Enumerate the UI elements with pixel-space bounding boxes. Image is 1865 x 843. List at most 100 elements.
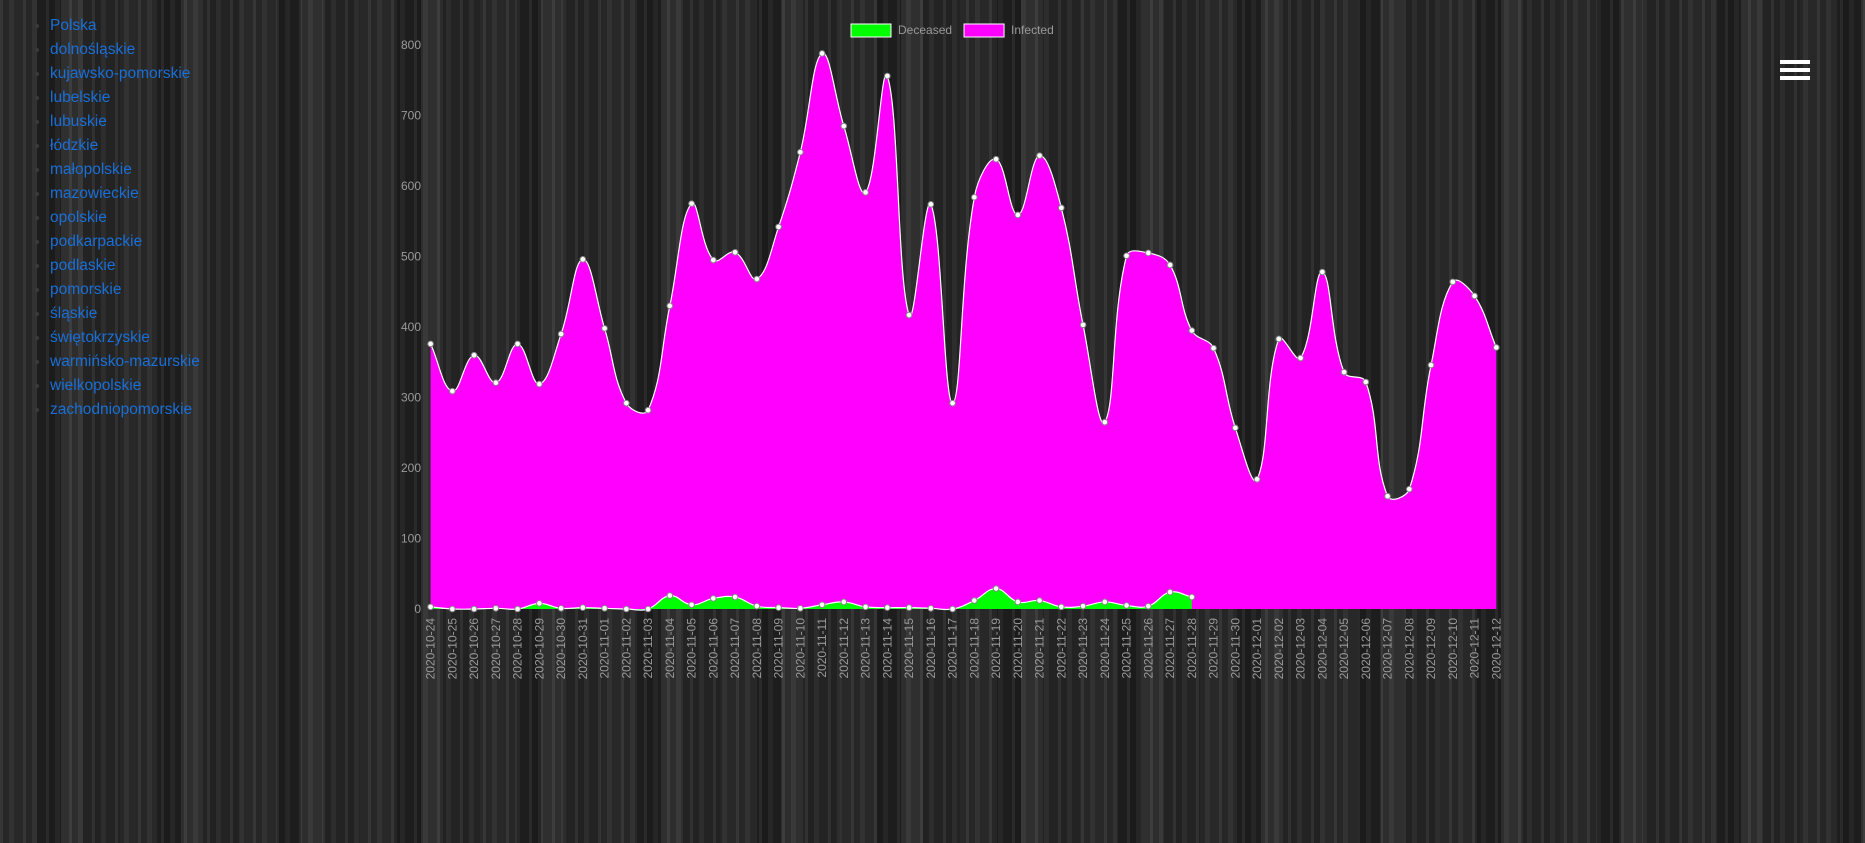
y-tick-label: 200: [401, 461, 421, 475]
region-link[interactable]: śląskie: [50, 305, 98, 322]
region-item: lubelskie: [50, 86, 200, 110]
data-point: [1471, 292, 1478, 300]
region-list: Polska dolnośląskie kujawsko-pomorskie lube…: [26, 14, 200, 422]
data-point: [753, 275, 761, 283]
region-link[interactable]: dolnośląskie: [50, 41, 136, 58]
x-tick-label: 2020-10-27: [489, 618, 503, 680]
data-point: [775, 223, 782, 231]
data-point: [710, 595, 717, 602]
data-point: [536, 380, 543, 388]
x-tick-label: 2020-11-12: [837, 618, 851, 679]
data-point: [1058, 603, 1065, 611]
data-point: [992, 155, 1000, 163]
x-tick-label: 2020-11-14: [880, 618, 894, 679]
data-point: [688, 601, 695, 609]
x-tick-label: 2020-12-05: [1337, 618, 1351, 680]
data-point: [1145, 249, 1152, 257]
region-link[interactable]: małopolskie: [50, 161, 132, 178]
data-point: [949, 605, 956, 613]
data-point: [470, 351, 478, 359]
data-point: [1406, 485, 1413, 493]
data-point: [862, 603, 869, 611]
region-item: mazowieckie: [50, 182, 200, 206]
region-link[interactable]: pomorskie: [50, 281, 122, 298]
data-point: [557, 330, 565, 338]
region-item: lubuskie: [50, 110, 200, 134]
data-point: [1145, 602, 1152, 610]
data-point: [1166, 261, 1174, 269]
x-tick-label: 2020-11-13: [859, 618, 873, 679]
x-tick-label: 2020-12-06: [1359, 618, 1373, 680]
region-link[interactable]: Polska: [50, 17, 97, 34]
y-tick-label: 500: [401, 250, 421, 264]
data-point: [449, 605, 456, 613]
data-point: [470, 605, 478, 613]
data-point: [775, 604, 782, 611]
area-fill: [430, 588, 1192, 611]
data-point: [492, 379, 500, 386]
data-point: [1101, 418, 1109, 426]
data-point: [449, 387, 456, 395]
region-link[interactable]: kujawsko-pomorskie: [50, 65, 191, 82]
data-point: [884, 72, 891, 80]
data-point: [1493, 344, 1500, 351]
y-tick-label: 600: [401, 179, 421, 193]
x-tick-label: 2020-11-10: [793, 618, 807, 679]
x-tick-label: 2020-11-27: [1163, 618, 1177, 679]
x-tick-label: 2020-11-23: [1076, 618, 1090, 679]
region-item: opolskie: [50, 206, 200, 230]
data-point: [1210, 344, 1217, 352]
data-point: [1319, 268, 1326, 276]
x-tick-label: 2020-11-24: [1098, 618, 1112, 679]
menu-button[interactable]: [1780, 60, 1810, 84]
data-point: [927, 201, 935, 208]
data-point: [1101, 598, 1109, 606]
region-item: zachodniopomorskie: [50, 398, 200, 422]
region-link[interactable]: podkarpackie: [50, 233, 143, 250]
data-point: [1340, 368, 1348, 376]
data-point: [1079, 321, 1087, 329]
region-link[interactable]: mazowieckie: [50, 185, 139, 202]
region-link[interactable]: zachodniopomorskie: [50, 401, 193, 418]
x-tick-label: 2020-11-03: [641, 618, 655, 679]
data-point: [623, 605, 630, 613]
area-fill: [430, 53, 1497, 610]
data-point: [731, 593, 739, 601]
data-point: [1036, 597, 1043, 604]
x-tick-label: 2020-10-30: [554, 618, 568, 680]
region-link[interactable]: wielkopolskie: [50, 377, 142, 394]
region-item: małopolskie: [50, 158, 200, 182]
data-point: [1014, 598, 1022, 606]
region-link[interactable]: lubelskie: [50, 89, 111, 106]
x-tick-label: 2020-12-07: [1381, 618, 1395, 680]
region-link[interactable]: lubuskie: [50, 113, 107, 130]
data-point: [601, 604, 608, 612]
region-link[interactable]: warmińsko-mazurskie: [50, 353, 200, 370]
x-tick-label: 2020-11-20: [1011, 618, 1025, 679]
data-point: [1188, 593, 1196, 601]
region-link[interactable]: świętokrzyskie: [50, 329, 150, 346]
x-tick-label: 2020-11-02: [619, 618, 633, 679]
x-tick-label: 2020-11-16: [924, 618, 938, 679]
x-tick-label: 2020-11-22: [1054, 618, 1068, 679]
region-link[interactable]: podlaskie: [50, 257, 116, 274]
data-point: [1014, 211, 1022, 219]
data-point: [1232, 424, 1239, 432]
x-tick-label: 2020-10-25: [445, 618, 459, 680]
x-tick-label: 2020-12-12: [1489, 618, 1503, 680]
region-link[interactable]: opolskie: [50, 209, 107, 226]
region-item: Polska: [50, 14, 200, 38]
region-item: pomorskie: [50, 278, 200, 302]
data-point: [840, 122, 848, 130]
data-point: [492, 604, 500, 612]
x-tick-label: 2020-11-01: [598, 618, 612, 679]
region-item: dolnośląskie: [50, 38, 200, 62]
region-link[interactable]: łódzkie: [50, 137, 99, 154]
y-tick-label: 0: [414, 602, 421, 616]
region-item: wielkopolskie: [50, 374, 200, 398]
data-point: [797, 148, 804, 156]
data-point: [818, 601, 826, 609]
data-point: [1362, 378, 1370, 386]
y-tick-label: 800: [401, 38, 421, 52]
